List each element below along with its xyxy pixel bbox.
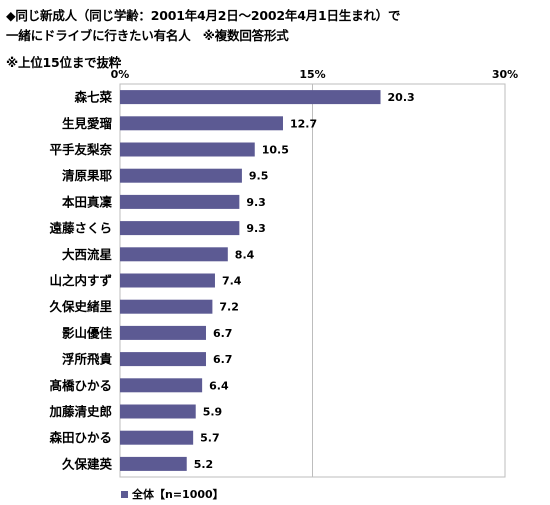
chart-note: ※上位15位まで抜粋	[6, 55, 122, 70]
legend-label: 全体【n=1000】	[132, 488, 224, 501]
legend-swatch	[121, 490, 128, 498]
category-label: 久保史緒里	[48, 299, 112, 314]
bar	[120, 168, 242, 183]
bar	[120, 456, 187, 471]
bar	[120, 142, 255, 157]
category-label: 遠藤さくら	[49, 221, 112, 236]
category-label: 加藤清史郎	[48, 404, 112, 419]
bar	[120, 352, 206, 367]
category-label: 生見愛瑠	[62, 116, 113, 131]
x-tick-label: 30%	[492, 68, 518, 81]
bar	[120, 90, 381, 105]
bar	[120, 116, 283, 131]
category-label: 森田ひかる	[49, 430, 112, 445]
value-label: 10.5	[262, 144, 289, 157]
legend: 全体【n=1000】	[121, 486, 224, 502]
bar	[120, 273, 215, 288]
x-tick-label: 15%	[299, 68, 325, 81]
bar	[120, 378, 203, 393]
value-label: 6.7	[213, 327, 233, 340]
bar	[120, 299, 213, 314]
category-label: 髙橋ひかる	[49, 378, 112, 393]
chart-title-line-1: ◆同じ新成人（同じ学齢：2001年4月2日～2002年4月1日生まれ）で	[6, 8, 401, 23]
value-label: 6.4	[209, 379, 229, 392]
bar	[120, 404, 196, 419]
value-label: 5.9	[203, 406, 223, 419]
value-label: 5.7	[200, 432, 220, 445]
category-label: 山之内すず	[49, 273, 112, 288]
category-label: 本田真凜	[62, 194, 113, 209]
value-label: 9.3	[246, 222, 266, 235]
value-label: 9.3	[246, 196, 266, 209]
value-label: 12.7	[290, 117, 317, 130]
bar	[120, 325, 206, 340]
category-label: 浮所飛貴	[62, 352, 113, 367]
category-label: 大西流星	[62, 247, 112, 262]
bar	[120, 194, 240, 209]
category-label: 久保建英	[61, 456, 113, 471]
value-label: 7.2	[219, 301, 239, 314]
value-label: 6.7	[213, 353, 233, 366]
value-label: 20.3	[388, 91, 415, 104]
value-label: 8.4	[235, 248, 255, 261]
value-label: 5.2	[194, 458, 214, 471]
value-label: 9.5	[249, 170, 269, 183]
bar	[120, 221, 240, 236]
x-tick-label: 0%	[111, 68, 130, 81]
bar	[120, 430, 194, 445]
category-label: 森七菜	[74, 90, 112, 105]
category-label: 清原果耶	[62, 168, 113, 183]
bar	[120, 247, 228, 262]
category-label: 平手友梨奈	[49, 142, 112, 157]
chart-title-line-2: 一緒にドライブに行きたい有名人 ※複数回答形式	[6, 28, 289, 43]
value-label: 7.4	[222, 275, 242, 288]
category-label: 影山優佳	[62, 325, 113, 340]
